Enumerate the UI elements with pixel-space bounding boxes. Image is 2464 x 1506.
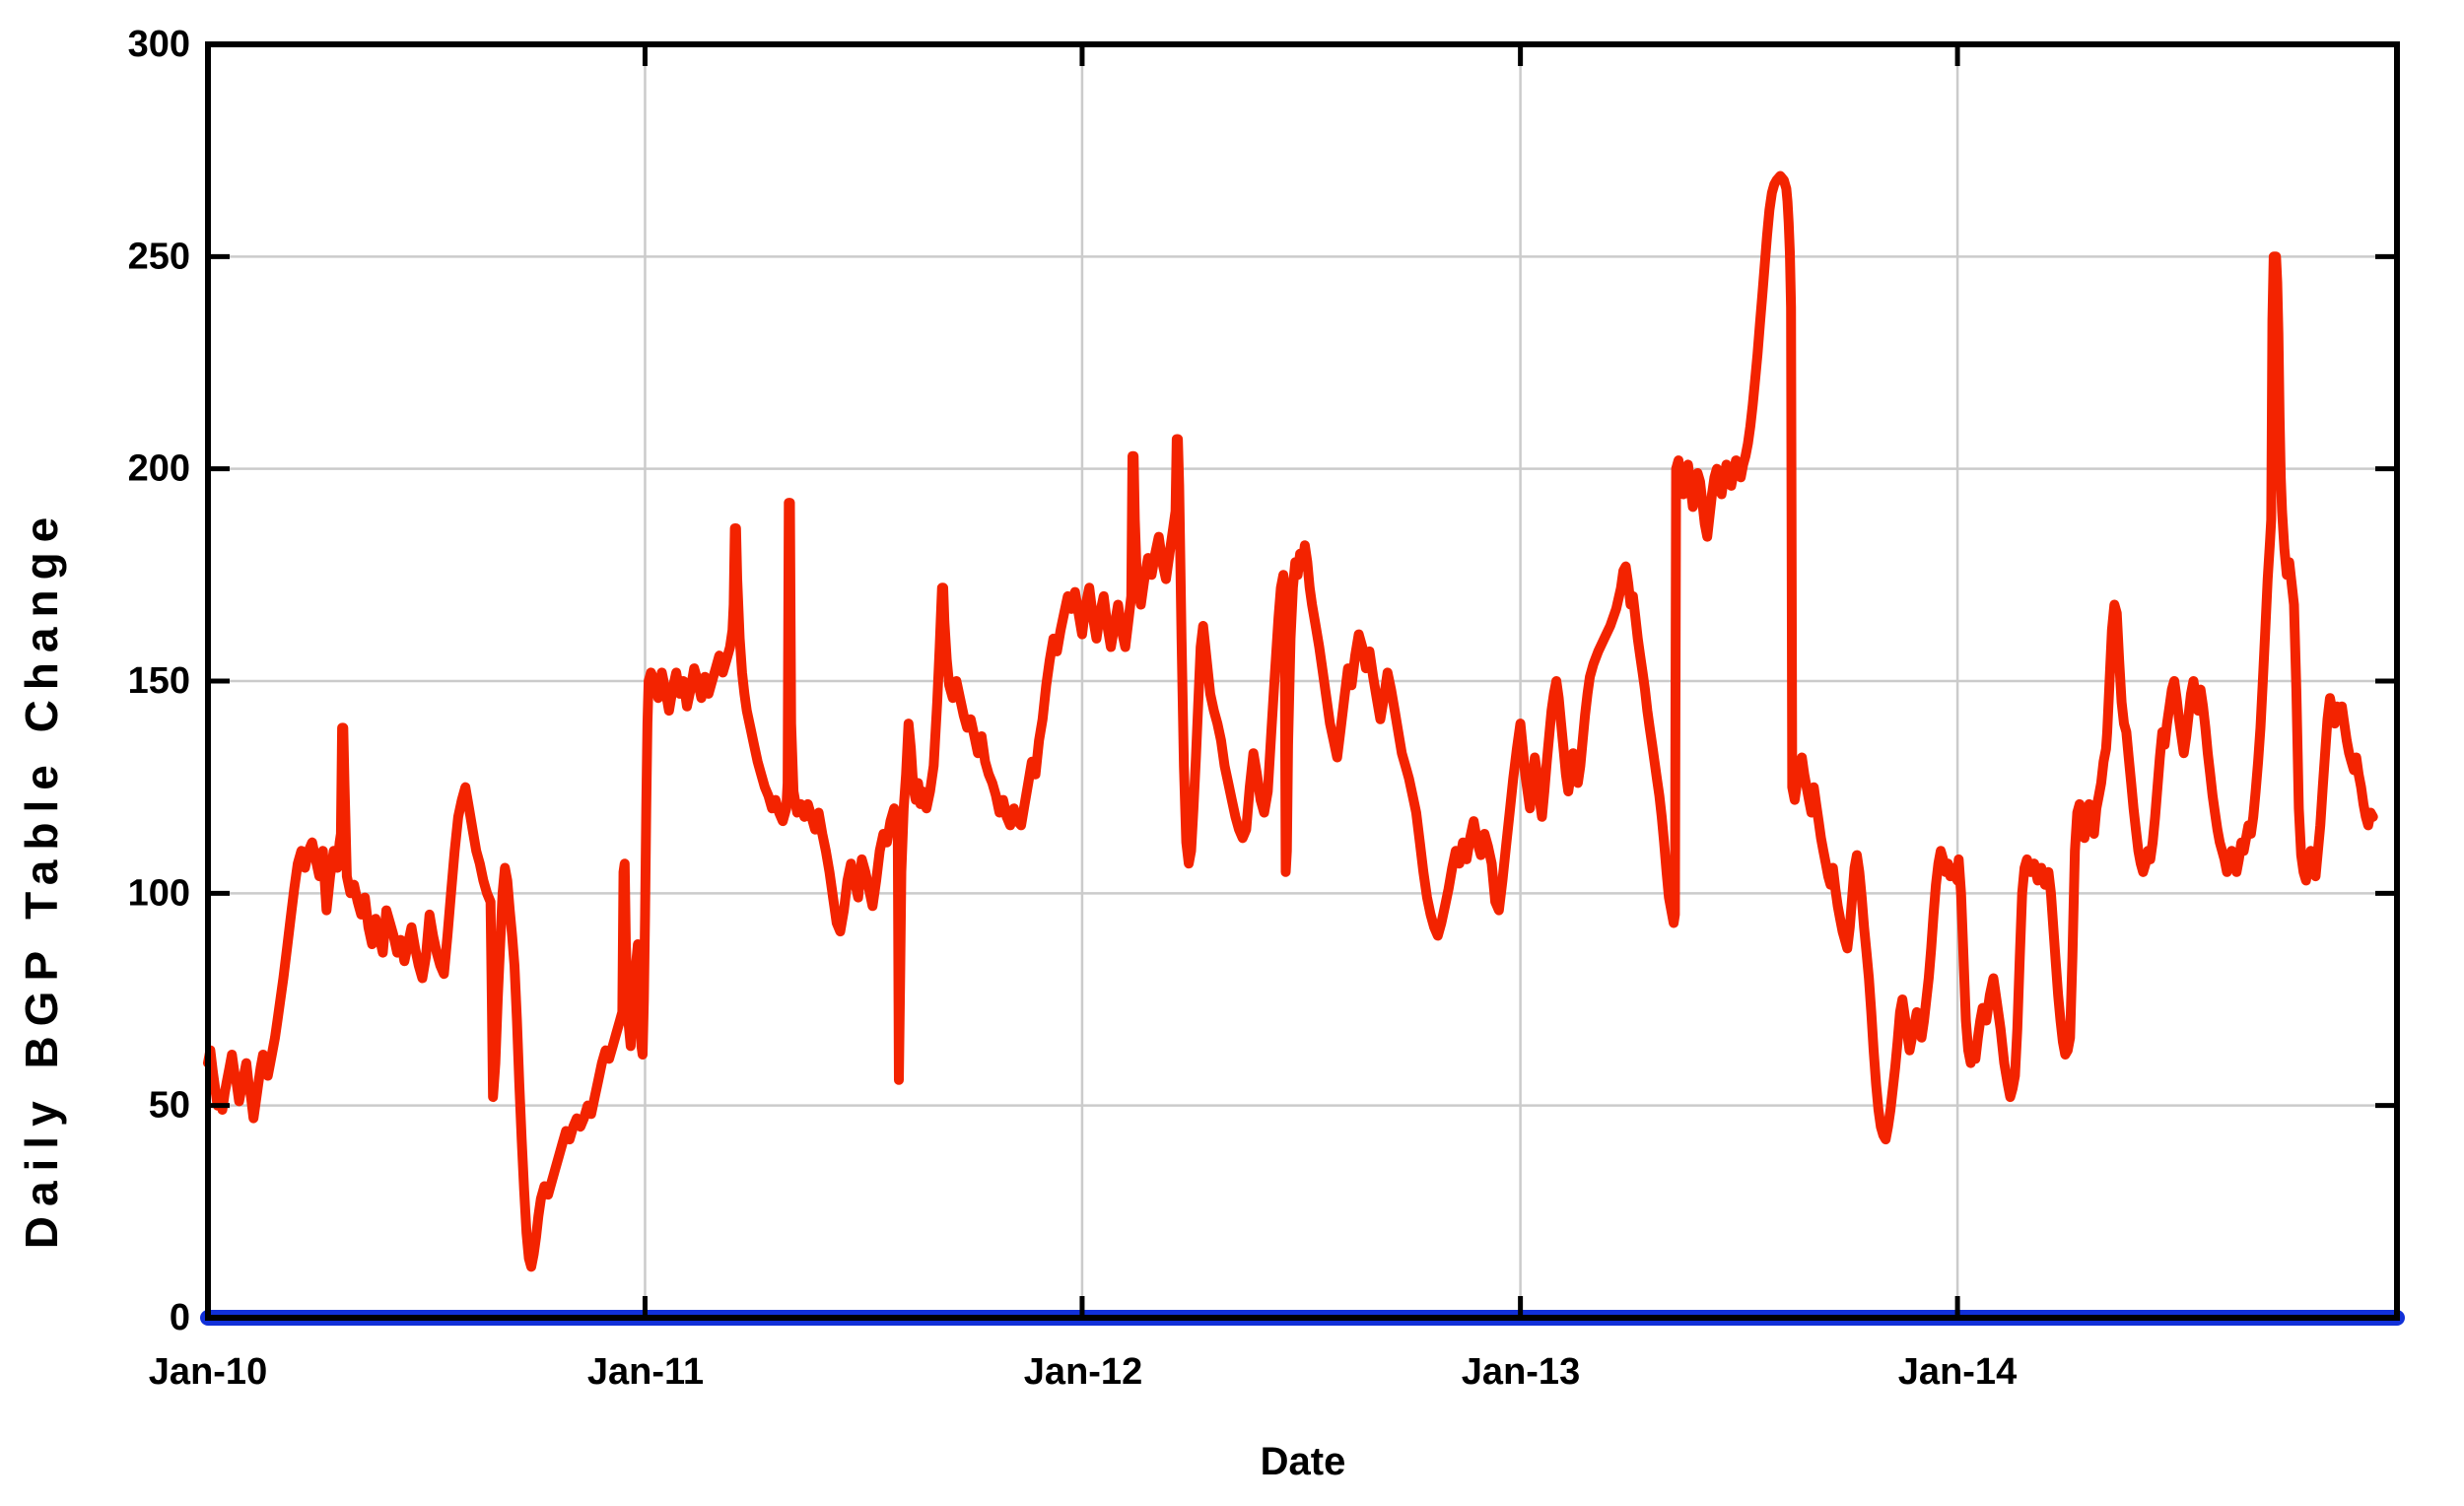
- y-tick-label-300: 300: [128, 24, 190, 65]
- series-lines: [200, 171, 2405, 1326]
- y-tick-label-100: 100: [128, 872, 190, 914]
- y-tick-label-0: 0: [170, 1297, 190, 1338]
- y-axis-tick-labels: 0 50 100 150 200 250 300: [128, 24, 190, 1338]
- axis-ticks: [208, 44, 2397, 1318]
- gridlines: [208, 44, 2397, 1318]
- daily-bgp-table-change-line: [203, 171, 2378, 1272]
- x-tick-label-jan-14: Jan-14: [1898, 1351, 2017, 1393]
- x-tick-label-jan-12: Jan-12: [1024, 1351, 1142, 1393]
- y-tick-label-250: 250: [128, 236, 190, 277]
- y-tick-label-50: 50: [149, 1085, 190, 1127]
- x-tick-label-jan-13: Jan-13: [1462, 1351, 1580, 1393]
- x-axis-title: Date: [1261, 1440, 1346, 1483]
- y-tick-label-150: 150: [128, 660, 190, 702]
- y-axis-title: Daily BGP Table Change: [16, 508, 67, 1250]
- y-tick-label-200: 200: [128, 448, 190, 490]
- x-tick-label-jan-11: Jan-11: [587, 1351, 704, 1393]
- x-tick-label-jan-10: Jan-10: [149, 1351, 267, 1393]
- plot-frame: [205, 41, 2400, 1321]
- x-axis-tick-labels: Jan-10 Jan-11 Jan-12 Jan-13 Jan-14: [149, 1351, 2017, 1393]
